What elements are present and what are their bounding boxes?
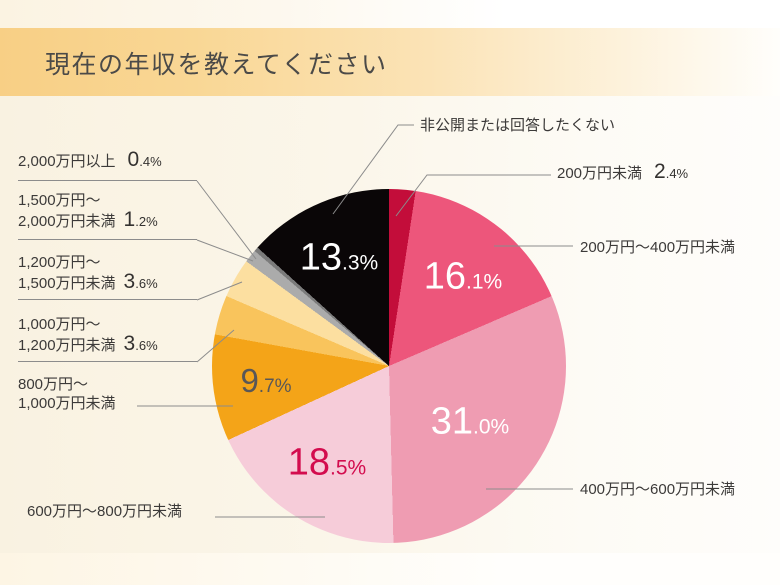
callout-800-1000man: 800万円～ 1,000万円未満 xyxy=(18,375,116,413)
callout-1500-2000man: 1,500万円～ 2,000万円未満 1.2% xyxy=(18,191,197,240)
callout-label: 2,000万円以上 xyxy=(18,153,116,170)
callout-private: 非公開または回答したくない xyxy=(420,116,615,135)
callout-label: 1,500万円未満 xyxy=(18,275,116,292)
callout-label: 200万円未満 xyxy=(557,165,643,182)
callout-600-800man: 600万円～800万円未満 xyxy=(27,502,182,521)
pie-percent-16-1: 16.1% xyxy=(423,255,503,298)
callout-percent: 0.4% xyxy=(127,148,162,171)
callout-label: 600万円～800万円未満 xyxy=(27,503,183,520)
bottom-gradient-strip xyxy=(0,553,780,585)
callout-over-2000man: 2,000万円以上 0.4% xyxy=(18,148,197,181)
callout-percent: 3.6% xyxy=(123,270,158,293)
callout-label: 800万円～ xyxy=(18,376,89,393)
callout-label: 1,000万円～ xyxy=(18,316,101,333)
callout-label: 非公開または回答したくない xyxy=(420,117,616,134)
callout-label: 1,200万円～ xyxy=(18,254,101,271)
callout-percent: 1.2% xyxy=(123,208,158,231)
callout-label: 2,000万円未満 xyxy=(18,213,116,230)
callout-label: 1,200万円未満 xyxy=(18,337,116,354)
callout-1000-1200man: 1,000万円～ 1,200万円未満 3.6% xyxy=(18,315,197,362)
callout-under-200man: 200万円未満 2.4% xyxy=(557,160,689,183)
callout-label: 1,000万円未満 xyxy=(18,395,116,412)
callout-label: 1,500万円～ xyxy=(18,192,101,209)
pie-percent-13-3: 13.3% xyxy=(299,236,379,279)
callout-label: 200万円～400万円未満 xyxy=(580,239,736,256)
callout-1200-1500man: 1,200万円～ 1,500万円未満 3.6% xyxy=(18,253,197,300)
page-title: 現在の年収を教えてください xyxy=(45,51,388,79)
pie-chart xyxy=(212,189,566,543)
pie-percent-18-5: 18.5% xyxy=(287,441,367,484)
callout-percent: 2.4% xyxy=(654,160,689,183)
pie-percent-31-0: 31.0% xyxy=(430,400,510,443)
title-banner: 現在の年収を教えてください xyxy=(0,28,780,96)
top-gradient-strip xyxy=(0,0,780,28)
callout-200-400man: 200万円～400万円未満 xyxy=(580,238,735,257)
callout-400-600man: 400万円～600万円未満 xyxy=(580,480,735,499)
callout-label: 400万円～600万円未満 xyxy=(580,481,736,498)
pie-percent-9-7: 9.7% xyxy=(240,362,292,399)
callout-percent: 3.6% xyxy=(123,332,158,355)
